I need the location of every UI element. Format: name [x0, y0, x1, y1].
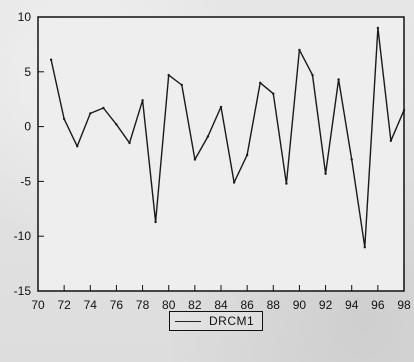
- y-tick-label: -5: [20, 174, 31, 188]
- legend-line-swatch: [175, 320, 201, 322]
- y-tick-label: -15: [14, 284, 32, 298]
- data-point: [193, 158, 197, 161]
- series-line-drcm1: [50, 27, 405, 248]
- data-point: [102, 106, 105, 110]
- data-point: [402, 109, 406, 112]
- x-tick-label: 82: [188, 298, 202, 312]
- data-point: [259, 81, 262, 85]
- x-tick-label: 84: [214, 298, 228, 312]
- plot-frame: [37, 16, 405, 292]
- x-tick-label: 96: [371, 298, 385, 312]
- data-point: [311, 73, 314, 77]
- y-tick-label: -10: [14, 229, 32, 243]
- legend: DRCM1: [169, 311, 263, 331]
- x-tick-label: 90: [293, 298, 307, 312]
- data-point: [350, 158, 353, 161]
- data-point: [245, 153, 249, 157]
- ticks-layer: 70 72 74 76 78 80 82 84 86 88 90 92 94 96 98 10 5 0 -5 -10 -…: [14, 10, 411, 312]
- x-tick-label: 80: [162, 298, 176, 312]
- data-point: [363, 246, 366, 249]
- data-point: [272, 92, 275, 95]
- x-tick-label: 86: [240, 298, 254, 312]
- legend-series-label: DRCM1: [209, 314, 255, 328]
- data-point: [376, 26, 380, 30]
- data-point: [219, 105, 223, 109]
- data-point: [128, 141, 131, 145]
- data-point: [285, 182, 288, 185]
- axes-layer: [37, 16, 405, 292]
- x-tick-label: 70: [31, 298, 45, 312]
- data-point: [115, 123, 118, 126]
- y-tick-label: 10: [18, 10, 32, 24]
- data-point: [49, 58, 53, 61]
- data-point: [154, 220, 157, 224]
- data-point: [180, 83, 183, 87]
- data-point: [141, 99, 144, 102]
- data-point: [76, 145, 79, 148]
- data-point: [232, 181, 236, 184]
- data-point: [62, 117, 66, 121]
- data-point: [324, 172, 327, 175]
- y-tick-label: 5: [24, 65, 31, 79]
- data-point: [298, 48, 301, 52]
- x-tick-label: 76: [110, 298, 124, 312]
- x-tick-label: 94: [345, 298, 359, 312]
- x-tick-label: 92: [319, 298, 333, 312]
- x-tick-label: 74: [84, 298, 98, 312]
- x-tick-label: 72: [57, 298, 71, 312]
- x-tick-label: 98: [397, 298, 411, 312]
- series-layer: [49, 26, 406, 249]
- data-point: [89, 112, 92, 115]
- x-tick-label: 88: [267, 298, 281, 312]
- data-point: [337, 78, 340, 81]
- y-tick-label: 0: [24, 120, 31, 134]
- data-point: [206, 135, 210, 138]
- data-point: [389, 139, 393, 142]
- x-tick-label: 78: [136, 298, 150, 312]
- data-point: [167, 73, 170, 77]
